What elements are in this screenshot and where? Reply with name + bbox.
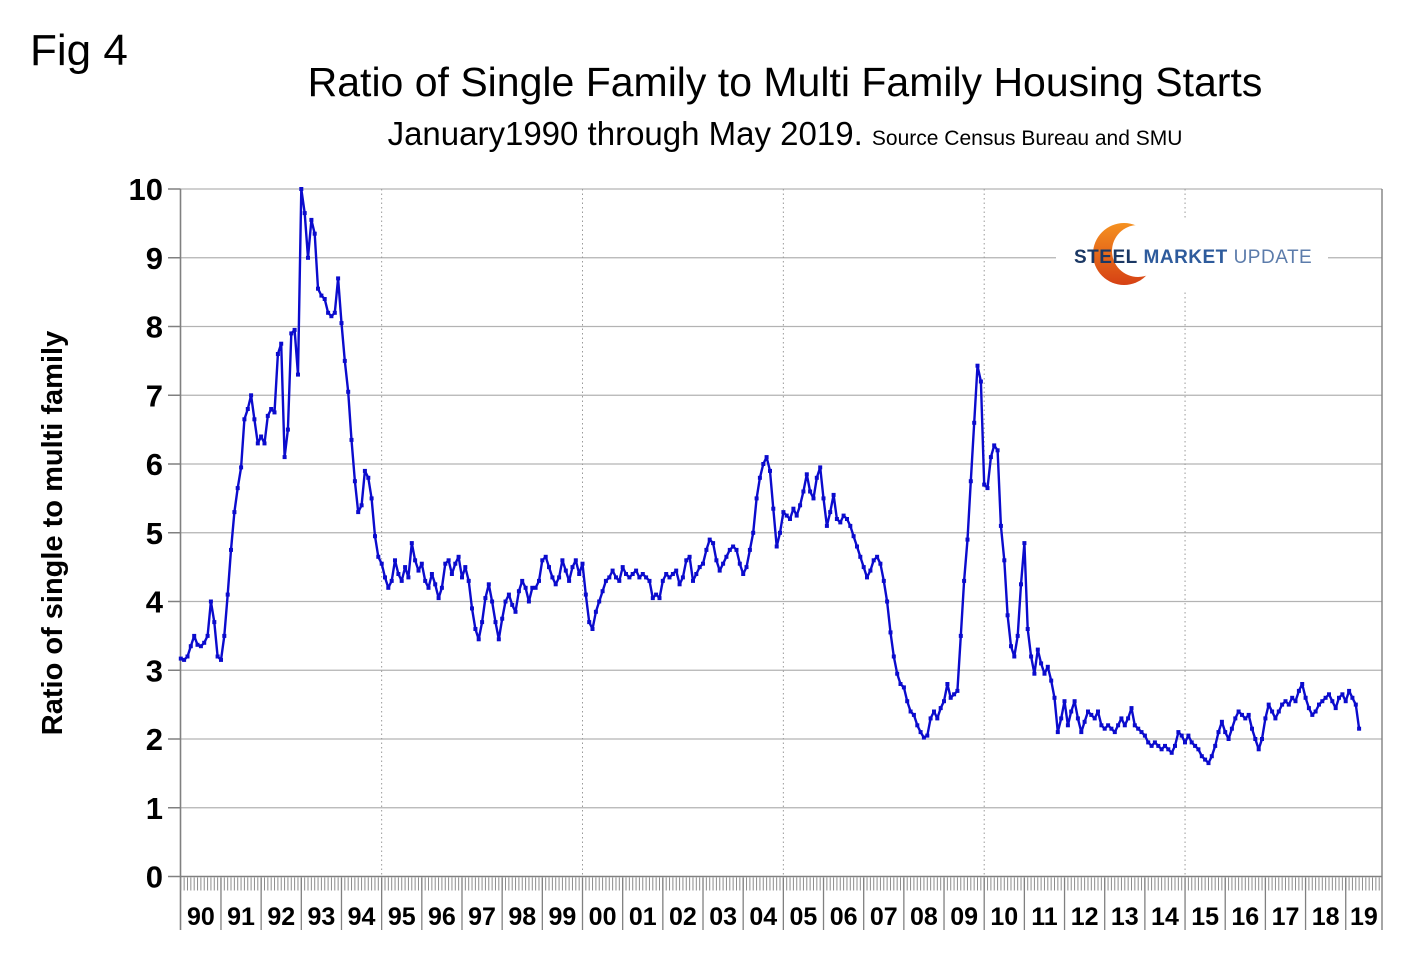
svg-text:4: 4 — [146, 585, 164, 620]
svg-text:93: 93 — [307, 903, 335, 931]
chart-title: Ratio of Single Family to Multi Family H… — [307, 59, 1263, 105]
data-point-markers — [178, 187, 1362, 766]
y-tick-labels: 0 1 2 3 4 5 6 7 8 9 10 — [129, 172, 164, 895]
svg-text:06: 06 — [830, 903, 858, 931]
smu-logo-word-steel: STEEL — [1074, 247, 1138, 268]
plot-border — [179, 189, 1383, 930]
svg-text:07: 07 — [870, 903, 898, 931]
svg-text:10: 10 — [129, 172, 163, 207]
svg-text:99: 99 — [549, 903, 577, 931]
smu-logo-text: STEEL MARKET UPDATE — [1074, 247, 1312, 269]
chart-header: Ratio of Single Family to Multi Family H… — [170, 59, 1400, 153]
svg-text:12: 12 — [1071, 903, 1099, 931]
subtitle-dates: January1990 through May 2019. — [387, 115, 863, 153]
svg-text:02: 02 — [669, 903, 697, 931]
svg-text:2: 2 — [146, 722, 163, 757]
svg-text:7: 7 — [146, 378, 163, 413]
svg-text:16: 16 — [1231, 903, 1259, 931]
svg-text:6: 6 — [146, 447, 163, 482]
svg-text:13: 13 — [1111, 903, 1139, 931]
y-ticks — [168, 188, 181, 878]
svg-text:11: 11 — [1031, 903, 1058, 931]
year-labels: 90 91 92 93 94 95 96 97 98 99 00 01 02 03 04 05 06 07 08 09… — [187, 903, 1378, 931]
y-gridlines — [180, 188, 1382, 809]
x-gridlines-dashed — [381, 189, 1186, 877]
svg-text:5: 5 — [146, 516, 163, 551]
x-minor-ticks — [180, 877, 1380, 891]
svg-text:10: 10 — [990, 903, 1018, 931]
svg-text:08: 08 — [910, 903, 938, 931]
svg-text:8: 8 — [146, 310, 163, 345]
y-axis-title: Ratio of single to multi family — [37, 331, 69, 735]
smu-logo: STEEL MARKET UPDATE — [1056, 218, 1328, 292]
source-note: Source Census Bureau and SMU — [871, 127, 1183, 151]
svg-text:03: 03 — [709, 903, 737, 931]
svg-text:90: 90 — [187, 903, 215, 931]
svg-text:91: 91 — [227, 903, 255, 931]
svg-text:17: 17 — [1272, 903, 1300, 931]
svg-text:05: 05 — [790, 903, 818, 931]
svg-text:0: 0 — [146, 860, 163, 895]
smu-logo-word-update: UPDATE — [1233, 247, 1313, 268]
svg-text:01: 01 — [629, 903, 657, 931]
svg-text:97: 97 — [468, 903, 496, 931]
svg-text:19: 19 — [1350, 903, 1378, 931]
fig-label: Fig 4 — [30, 26, 128, 75]
year-separators — [220, 877, 1347, 930]
svg-text:15: 15 — [1191, 903, 1219, 931]
svg-text:14: 14 — [1151, 903, 1179, 931]
chart-subtitle: January1990 through May 2019. Source Cen… — [170, 115, 1400, 153]
svg-text:98: 98 — [508, 903, 536, 931]
svg-text:00: 00 — [589, 903, 617, 931]
smu-logo-word-market: MARKET — [1143, 247, 1228, 268]
svg-text:94: 94 — [348, 903, 376, 931]
svg-text:92: 92 — [267, 903, 295, 931]
svg-text:04: 04 — [749, 903, 777, 931]
svg-text:96: 96 — [428, 903, 456, 931]
svg-text:3: 3 — [146, 653, 163, 688]
svg-text:95: 95 — [388, 903, 416, 931]
svg-text:1: 1 — [146, 791, 163, 826]
svg-text:09: 09 — [950, 903, 978, 931]
svg-text:18: 18 — [1312, 903, 1340, 931]
svg-text:9: 9 — [146, 241, 163, 276]
smu-crescent-icon — [1093, 223, 1155, 285]
